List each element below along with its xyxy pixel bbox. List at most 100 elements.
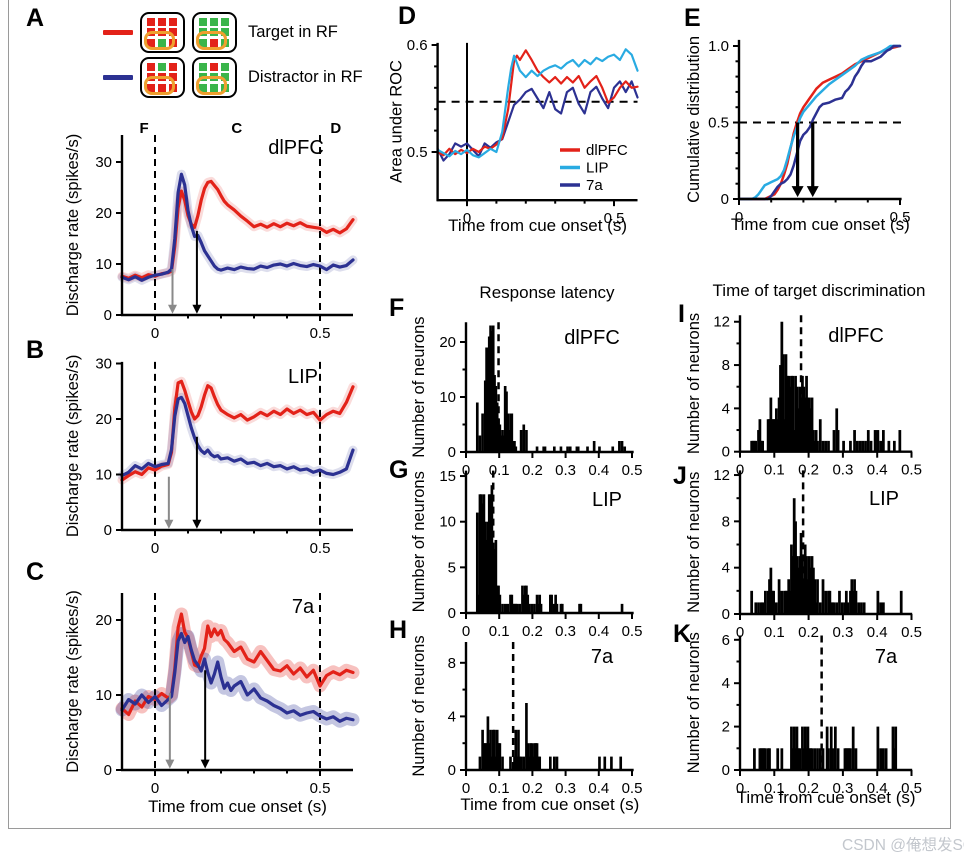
histogram-bar xyxy=(475,402,479,452)
histogram-bar xyxy=(882,430,885,452)
histogram-bar xyxy=(861,440,865,452)
histogram-bar xyxy=(853,430,856,452)
x-tick-label: 0.3 xyxy=(555,462,576,479)
y-axis-label: Number of neurons xyxy=(685,472,703,613)
histogram-bar xyxy=(506,603,510,613)
stimulus-cell xyxy=(158,62,166,71)
histogram-bar xyxy=(501,603,504,613)
stimulus-cell xyxy=(221,17,229,26)
figure-border-right xyxy=(950,0,951,828)
histogram-bar xyxy=(530,603,534,613)
x-tick-label: 0.3 xyxy=(555,623,576,640)
series-dlpfc xyxy=(436,49,639,157)
histogram-bar xyxy=(618,441,621,452)
histogram-bar xyxy=(813,579,817,614)
y-axis-label: Discharge rate (spikes/s) xyxy=(64,134,82,316)
stimulus-cell xyxy=(147,83,155,92)
histogram-bar xyxy=(887,440,891,452)
histogram-bar xyxy=(831,748,834,770)
area-label: dlPFC xyxy=(564,327,620,349)
stimulus-cell xyxy=(158,73,166,81)
panel-label-e: E xyxy=(684,4,701,32)
x-tick-label: 0.3 xyxy=(555,780,576,797)
histogram-bar xyxy=(818,748,822,770)
x-tick-label: 0.1 xyxy=(489,462,510,479)
panel-label-c: C xyxy=(26,558,45,586)
histogram-bar xyxy=(764,748,767,770)
x-tick-label: 0.3 xyxy=(832,462,853,479)
y-tick-label: 20 xyxy=(439,334,456,351)
histogram-bar xyxy=(603,756,607,770)
x-tick-label: 0.5 xyxy=(890,209,911,226)
epoch-label: C xyxy=(231,120,242,137)
y-tick-label: 0 xyxy=(448,762,456,779)
x-tick-label: 0.5 xyxy=(622,462,643,479)
histogram-bar xyxy=(514,729,518,770)
histogram-bar xyxy=(836,430,840,452)
stimulus-cell xyxy=(169,73,177,81)
histogram-bar xyxy=(816,440,819,452)
y-tick-label: 30 xyxy=(95,154,112,171)
series-dlpfc xyxy=(737,44,902,201)
x-tick-label: 0.4 xyxy=(867,462,888,479)
y-tick-label: 10 xyxy=(95,467,112,484)
x-tick-label: 0.5 xyxy=(622,780,643,797)
histogram-bar xyxy=(620,603,624,613)
panel-i-plot: 0 0.1 0.2 0.3 0.4 0.5 0 4 8 12 Number of neurons dl… xyxy=(685,313,922,479)
panel-label-j: J xyxy=(673,462,687,490)
histogram-bar xyxy=(555,603,559,613)
y-axis-label: Cumulative distribution xyxy=(685,36,703,203)
stimulus-cell xyxy=(199,28,207,36)
x-tick-label: 0.4 xyxy=(867,624,888,641)
stimulus-cell xyxy=(147,17,155,26)
panel-label-g: G xyxy=(389,456,409,484)
histogram-bar xyxy=(866,430,870,452)
legend-item-target: Target in RF xyxy=(103,10,338,54)
histogram-bar xyxy=(849,748,852,770)
y-tick-label: 20 xyxy=(95,411,112,428)
y-axis-label: Area under ROC xyxy=(388,60,406,183)
y-tick-label: 10 xyxy=(439,514,456,531)
histogram-bar xyxy=(518,603,522,613)
histogram-bar xyxy=(623,446,627,452)
title-target-discrimination: Time of target discrimination xyxy=(712,281,926,300)
panel-f-plot: 0 0.1 0.2 0.3 0.4 0.5 0 10 20 Number of neurons dl… xyxy=(410,316,642,479)
histogram-bar xyxy=(510,594,514,613)
histogram-bar xyxy=(827,748,830,770)
histogram-bar xyxy=(818,419,822,452)
panel-g-plot: 0 0.1 0.2 0.3 0.4 0.5 0 5 10 15 Number of neurons L… xyxy=(410,468,642,640)
panel-e-plot: 0 0.5 0 0.5 1.0 Cumulative distribution Time f… xyxy=(685,36,910,234)
histogram-bar xyxy=(769,567,773,614)
histogram-bar xyxy=(876,590,880,614)
histogram-bar xyxy=(873,430,877,452)
histogram-bar xyxy=(510,413,514,452)
y-axis-label: Discharge rate (spikes/s) xyxy=(64,355,82,537)
panel-h-plot: 0 0.1 0.2 0.3 0.4 0.5 0 4 8 Number of neurons Time… xyxy=(410,635,642,814)
x-tick-label: 0.2 xyxy=(798,462,819,479)
stimulus-cell xyxy=(199,83,207,92)
x-tick-label: 0.1 xyxy=(489,623,510,640)
y-tick-label: 4 xyxy=(722,675,730,692)
histogram-bar xyxy=(832,602,836,614)
x-tick-label: 0 xyxy=(462,623,470,640)
histogram-bar xyxy=(757,602,760,614)
histogram-bar xyxy=(821,440,825,452)
series-lip xyxy=(737,44,902,201)
x-tick-label: 0.3 xyxy=(832,780,853,797)
histogram-bar xyxy=(855,440,859,452)
y-tick-label: 5 xyxy=(448,559,456,576)
sem-band xyxy=(117,392,358,481)
histogram-bar xyxy=(772,590,775,614)
stimulus-cell xyxy=(210,62,218,71)
stimulus-icon-distractor-green-array xyxy=(192,56,237,98)
histogram-bar xyxy=(494,539,498,613)
x-tick-label: 0.5 xyxy=(310,540,331,557)
y-tick-label: 10 xyxy=(95,256,112,273)
panel-label-d: D xyxy=(398,2,417,30)
area-label: LIP xyxy=(592,489,622,511)
histogram-bar xyxy=(490,485,494,613)
histogram-bar xyxy=(768,748,771,770)
x-tick-label: 0.5 xyxy=(310,325,331,342)
histogram-bar xyxy=(764,590,767,614)
stimulus-cell xyxy=(199,73,207,81)
